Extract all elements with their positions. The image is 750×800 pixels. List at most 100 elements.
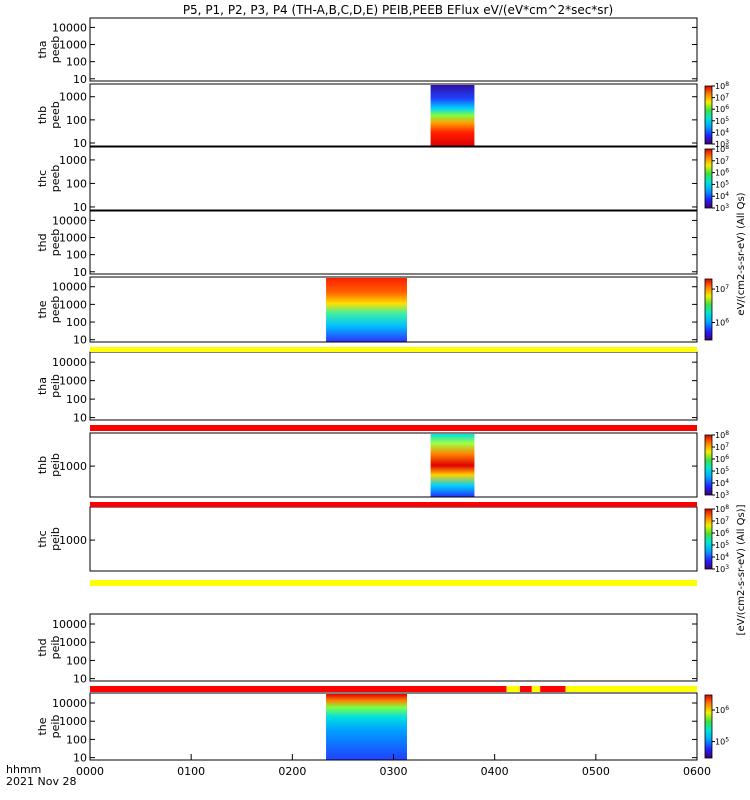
colorbar-tick-label: 106 (715, 528, 729, 539)
spectrum-block-the-peib-0 (326, 694, 407, 760)
spectrum-block-the-peeb-0 (326, 278, 407, 342)
y-label-quantity: peeb (49, 101, 62, 129)
panel-frame (90, 84, 697, 146)
y-label-quantity: peeb (49, 165, 62, 193)
y-tick-label: 1000 (59, 39, 87, 52)
flag-segment-4-1 (506, 686, 519, 692)
colorbar-the-peeb (705, 279, 712, 340)
flag-bar-group (90, 347, 697, 692)
x-tick-label: 0100 (177, 765, 205, 778)
y-tick-label: 1000 (59, 154, 87, 167)
x-tick-label: 0000 (76, 765, 104, 778)
date-label: 2021 Nov 28 (6, 775, 76, 788)
y-tick-label: 10 (73, 137, 87, 150)
x-tick-label: 0200 (278, 765, 306, 778)
colorbar-tick-label: 106 (715, 104, 729, 115)
y-label-quantity: peib (49, 527, 62, 551)
spectrum-block-thb-peeb-0 (431, 85, 475, 146)
colorbar-tick-label: 107 (715, 516, 729, 527)
y-label-probe: thd (36, 638, 49, 656)
y-tick-label: 10000 (52, 281, 87, 294)
y-label-probe: thc (36, 170, 49, 187)
colorbar-tick-label: 105 (715, 115, 729, 126)
y-label-quantity: peib (49, 715, 62, 739)
colorbar-tick-label: 107 (715, 92, 729, 103)
y-tick-label: 1000 (59, 636, 87, 649)
y-label-probe: thb (36, 106, 49, 124)
y-tick-label: 10000 (52, 356, 87, 369)
flag-segment-4-3 (532, 686, 540, 692)
y-tick-label: 10000 (52, 21, 87, 34)
y-label-quantity: peeb (49, 296, 62, 324)
y-label-probe: the (36, 300, 49, 318)
y-tick-label: 1000 (59, 298, 87, 311)
y-tick-label: 100 (66, 316, 87, 329)
y-label-quantity: peib (49, 453, 62, 477)
flag-segment-4-5 (565, 686, 697, 692)
flag-segment-2-0 (90, 502, 697, 507)
colorbar-tick-label: 108 (715, 430, 729, 441)
y-tick-label: 100 (66, 733, 87, 746)
y-label-probe: the (36, 717, 49, 735)
y-tick-label: 100 (66, 114, 87, 127)
y-label-probe: thb (36, 456, 49, 474)
colorbar-tick-label: 108 (715, 144, 729, 155)
flag-segment-4-2 (520, 686, 532, 692)
colorbar-tick-label: 108 (715, 504, 729, 515)
y-tick-label: 1000 (59, 91, 87, 104)
colorbar-the-peib (705, 695, 712, 758)
colorbar-tick-label: 103 (715, 203, 729, 214)
y-tick-label: 100 (66, 177, 87, 190)
colorbar-tick-label: 107 (715, 155, 729, 166)
colorbar-tick-label: 106 (715, 705, 729, 716)
y-tick-label: 10 (73, 673, 87, 686)
colorbar-tick-label: 106 (715, 317, 729, 328)
colorbar-tick-label: 107 (715, 442, 729, 453)
y-tick-label: 10 (73, 752, 87, 765)
colorbar-tick-label: 103 (715, 564, 729, 575)
panel-frame (90, 352, 697, 420)
y-label-quantity: peib (49, 636, 62, 660)
y-label-probe: tha (36, 377, 49, 395)
x-tick-label: 0400 (481, 765, 509, 778)
y-tick-label: 10000 (52, 618, 87, 631)
y-tick-label: 10000 (52, 697, 87, 710)
y-label-quantity: peib (49, 374, 62, 398)
y-tick-label: 100 (66, 393, 87, 406)
right-label-peib: [eV/(cm2-s-sr-eV) (All Qs)] (736, 504, 747, 635)
figure-title: P5, P1, P2, P3, P4 (TH-A,B,C,D,E) PEIB,P… (183, 3, 613, 17)
y-tick-label: 10000 (52, 214, 87, 227)
y-tick-label: 1000 (59, 232, 87, 245)
colorbar-thb-peeb (705, 86, 712, 144)
y-label-quantity: peeb (49, 36, 62, 64)
colorbar-thb-peib (705, 435, 712, 495)
flag-segment-3-0 (90, 580, 697, 586)
y-label-probe: thd (36, 233, 49, 251)
panel-frame (90, 147, 697, 210)
y-tick-label: 100 (66, 56, 87, 69)
y-tick-label: 10 (73, 266, 87, 279)
panel-frame (90, 18, 697, 81)
flag-segment-4-4 (540, 686, 565, 692)
x-tick-label: 0300 (380, 765, 408, 778)
panel-frame (90, 211, 697, 274)
spectrum-block-thb-peib-0 (431, 434, 475, 497)
x-axis: 0000 0100 0200 0300 0400 0500 0600 (76, 754, 711, 778)
colorbar-tick-label: 106 (715, 167, 729, 178)
panel-frame (90, 507, 697, 571)
x-tick-label: 0500 (582, 765, 610, 778)
y-tick-label: 1000 (59, 375, 87, 388)
panel-thc-peib: 1000thc peib103104105106107108 (36, 504, 729, 575)
colorbar-tick-label: 105 (715, 736, 729, 747)
colorbar-tick-label: 104 (715, 191, 729, 202)
panel-the-peib: 10100100010000the peib105106 (36, 693, 729, 765)
colorbar-tick-label: 105 (715, 179, 729, 190)
colorbar-tick-label: 103 (715, 490, 729, 501)
y-tick-label: 100 (66, 249, 87, 262)
panel-frame (90, 614, 697, 681)
